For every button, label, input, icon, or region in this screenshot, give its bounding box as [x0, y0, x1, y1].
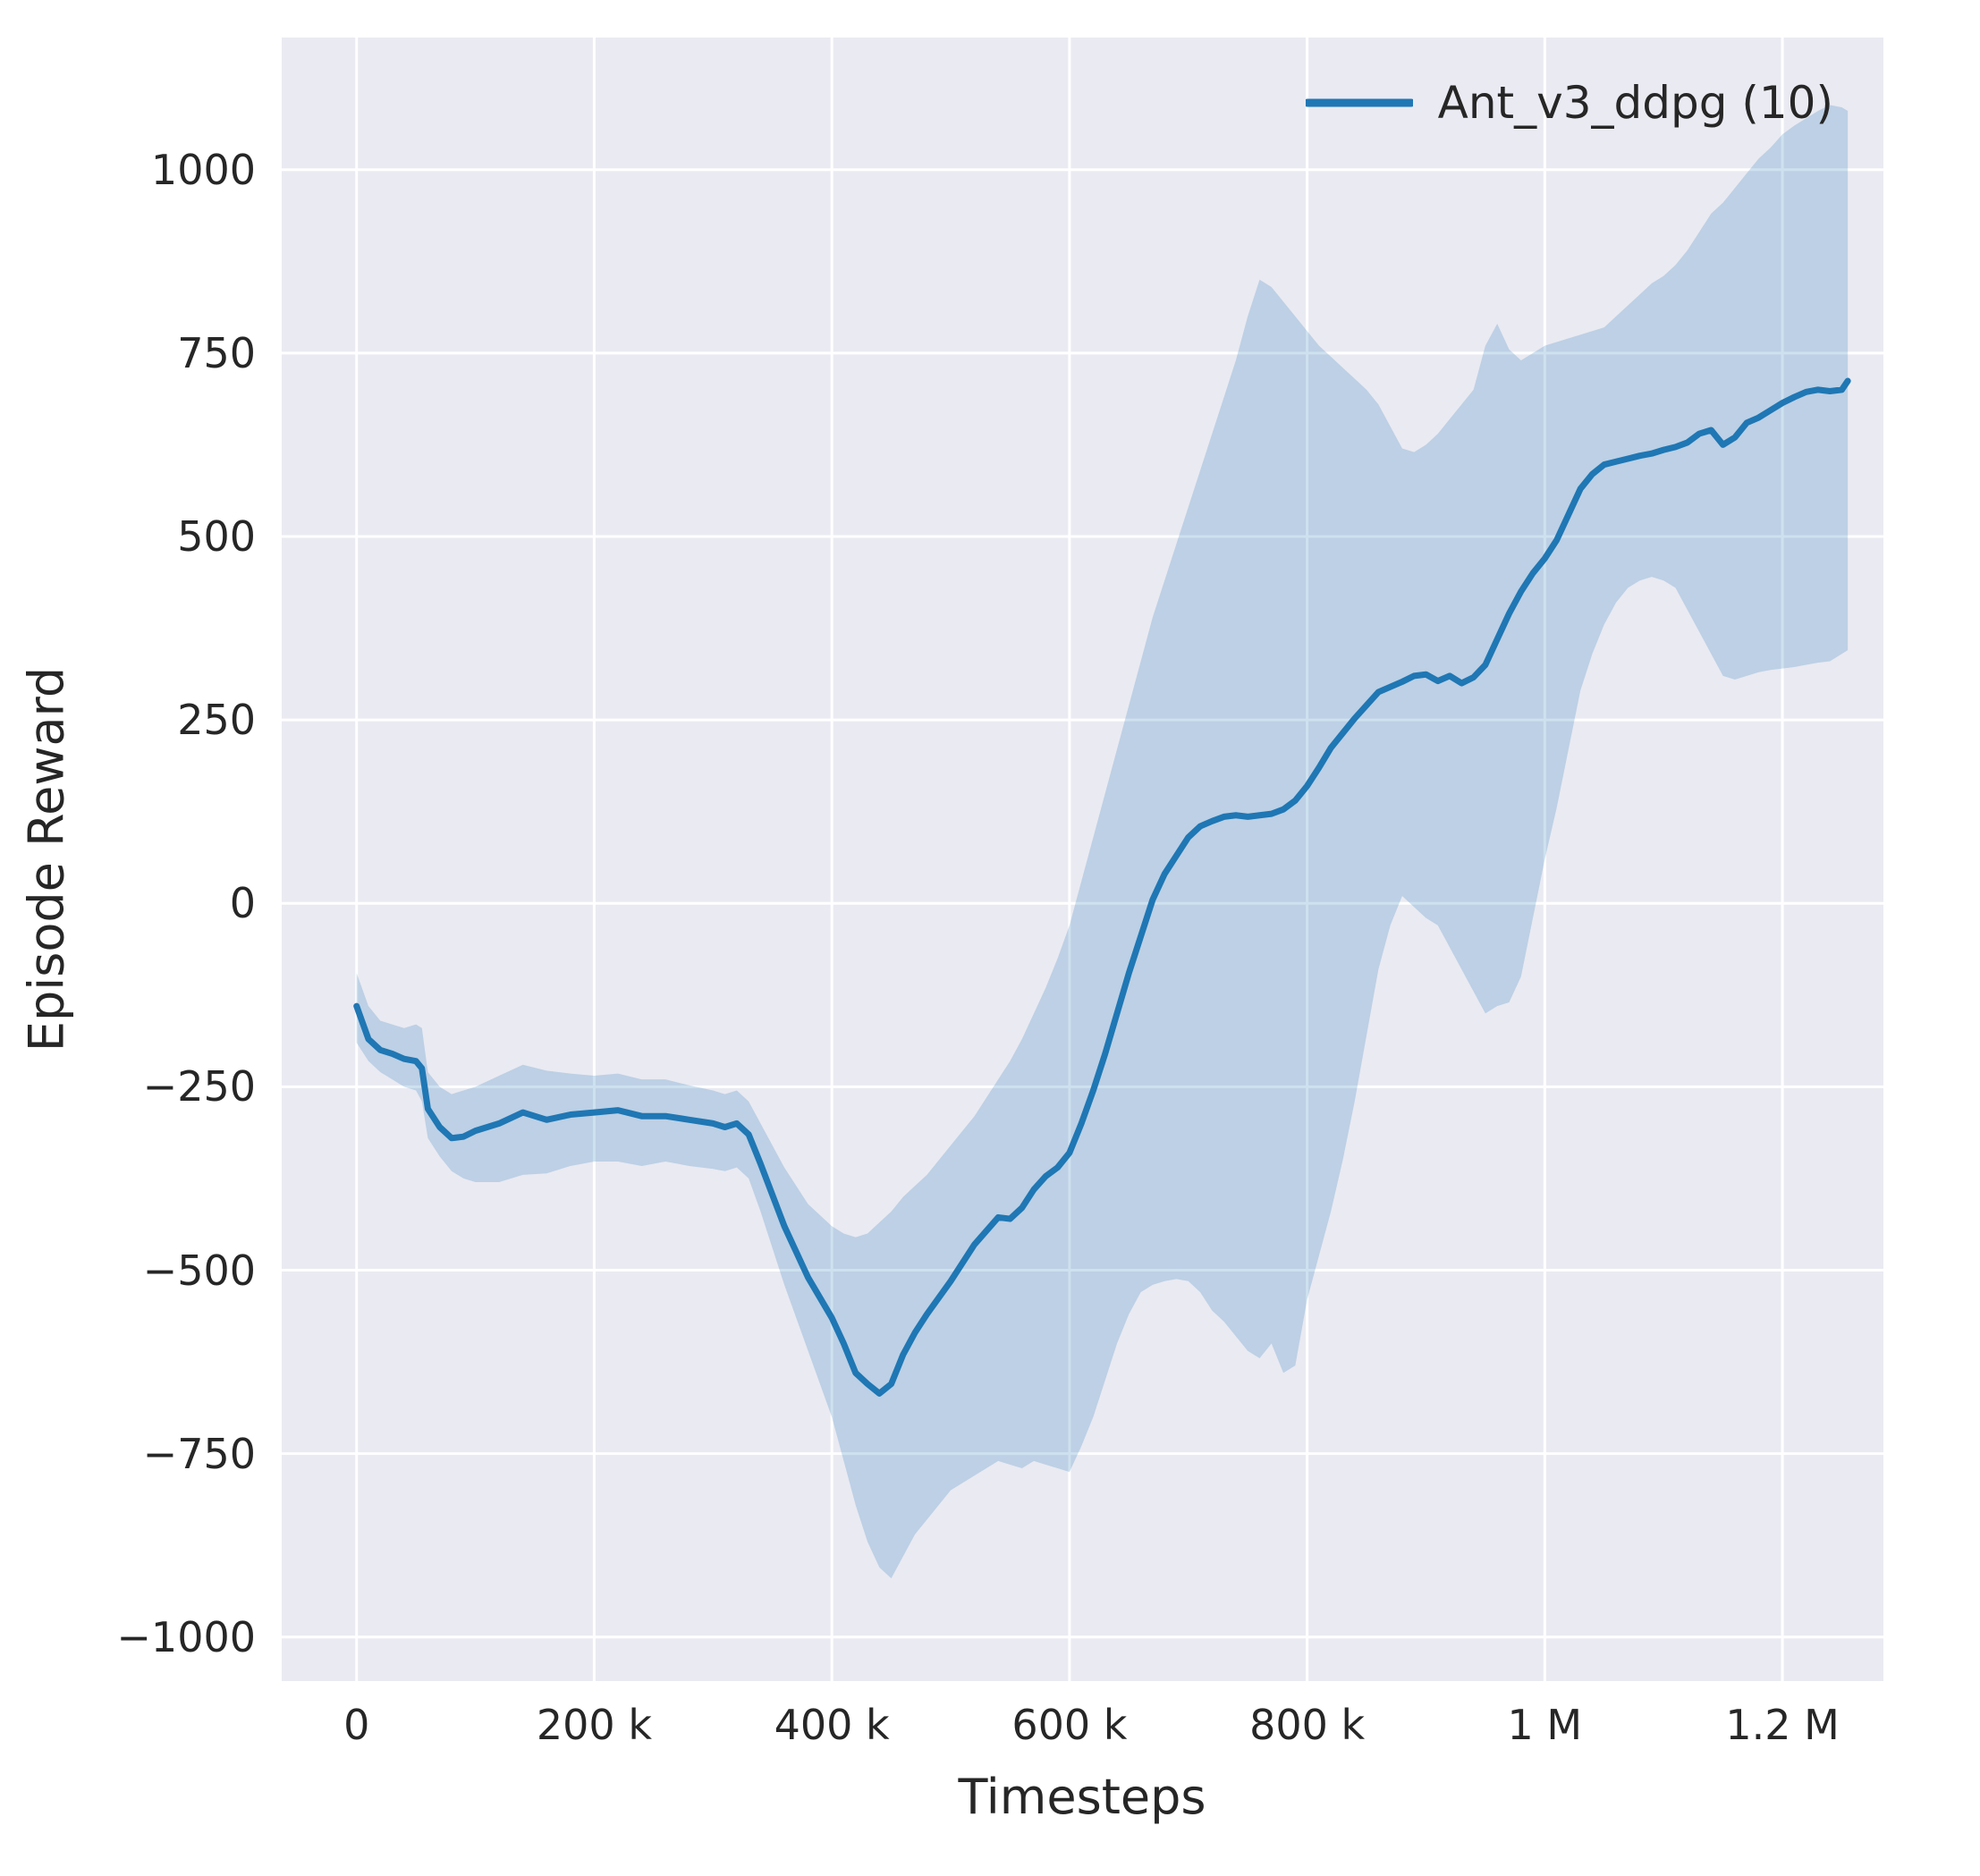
- x-tick-label: 1 M: [1507, 1701, 1583, 1749]
- y-tick-label: 500: [177, 511, 256, 561]
- y-tick-label: −500: [142, 1246, 256, 1295]
- x-tick-label: 600 k: [1011, 1701, 1128, 1749]
- x-tick-label: 800 k: [1249, 1701, 1366, 1749]
- x-tick-label: 400 k: [774, 1701, 890, 1749]
- x-tick-label: 0: [343, 1701, 370, 1749]
- y-axis-title: Episode Reward: [18, 666, 75, 1052]
- legend-label: Ant_v3_ddpg (10): [1437, 77, 1833, 129]
- legend-line-icon: [1305, 98, 1413, 107]
- y-tick-label: −750: [142, 1429, 256, 1478]
- y-tick-label: −1000: [116, 1612, 256, 1661]
- y-tick-label: 0: [229, 879, 256, 928]
- plot-area: Ant_v3_ddpg (10): [282, 38, 1883, 1681]
- legend: Ant_v3_ddpg (10): [1293, 68, 1846, 138]
- x-axis-title: Timesteps: [958, 1769, 1206, 1825]
- y-tick-label: −250: [142, 1062, 256, 1111]
- x-tick-label: 1.2 M: [1725, 1701, 1840, 1749]
- y-tick-label: 1000: [150, 145, 256, 194]
- y-tick-label: 750: [177, 328, 256, 377]
- x-tick-label: 200 k: [536, 1701, 652, 1749]
- chart-canvas: [282, 38, 1883, 1681]
- y-tick-label: 250: [177, 696, 256, 745]
